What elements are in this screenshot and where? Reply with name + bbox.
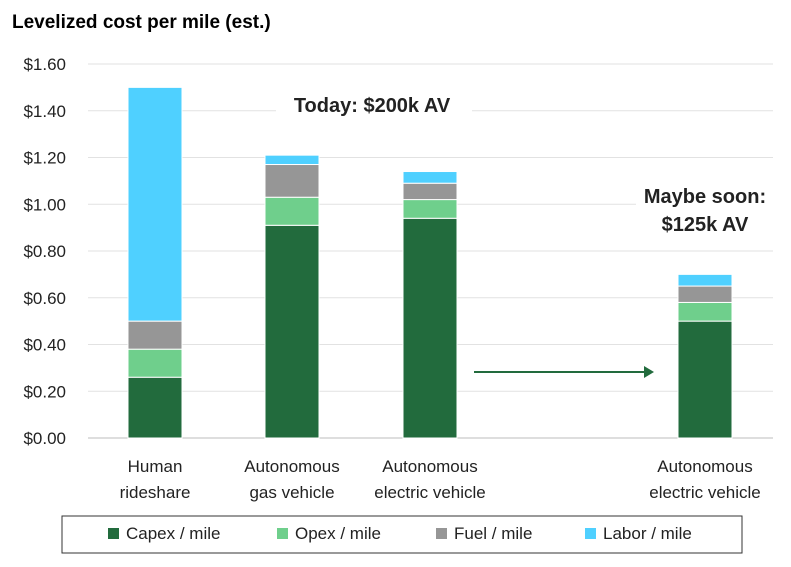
legend-label: Opex / mile [295, 524, 381, 543]
soon-annotation-line2: $125k AV [662, 214, 749, 236]
bar-segment [127, 320, 183, 350]
y-tick-label: $0.80 [23, 242, 66, 261]
y-tick-label: $0.20 [23, 382, 66, 401]
soon-annotation-line1: Maybe soon: [644, 186, 766, 208]
y-tick-label: $1.00 [23, 195, 66, 214]
category-labels: Human rideshare Autonomous gas vehicle Auton… [120, 457, 761, 502]
chart-title: Levelized cost per mile (est.) [12, 12, 271, 33]
bar-segment [127, 86, 183, 322]
today-annotation: Today: $200k AV [294, 95, 451, 117]
bar-segment [677, 285, 733, 303]
legend-swatch [436, 528, 447, 539]
legend-swatch [585, 528, 596, 539]
category-label: Human [128, 457, 183, 476]
legend-label: Labor / mile [603, 524, 692, 543]
category-label: Autonomous [657, 457, 752, 476]
bar-segment [127, 348, 183, 378]
bar-segment [402, 217, 458, 439]
y-tick-label: $1.20 [23, 149, 66, 168]
y-axis-ticks: $0.00 $0.20 $0.40 $0.60 $0.80 $1.00 $1.20 $1.40… [23, 55, 66, 448]
bar-segment [402, 199, 458, 219]
soon-annotation-bg [636, 182, 774, 240]
bar-segment [264, 164, 320, 198]
bar-segment [127, 376, 183, 439]
bar-segment [402, 171, 458, 184]
bars [127, 86, 733, 439]
legend-box [61, 515, 743, 554]
legend-label: Fuel / mile [454, 524, 532, 543]
y-tick-label: $0.40 [23, 336, 66, 355]
category-label: Autonomous [382, 457, 477, 476]
category-label: rideshare [120, 483, 191, 502]
category-label: Autonomous [244, 457, 339, 476]
bar-segment [264, 196, 320, 226]
category-label: electric vehicle [374, 483, 486, 502]
bar-segment [402, 182, 458, 201]
category-label: gas vehicle [249, 483, 334, 502]
bar-segment [264, 224, 320, 439]
y-tick-label: $1.60 [23, 55, 66, 74]
bar-segment [677, 301, 733, 322]
arrow-head-icon [644, 366, 654, 378]
bar-segment [264, 154, 320, 166]
y-tick-label: $1.40 [23, 102, 66, 121]
legend: Capex / mile Opex / mile Fuel / mile Labor … [108, 524, 692, 543]
bar-segment [677, 273, 733, 287]
legend-label: Capex / mile [126, 524, 220, 543]
today-annotation-bg [276, 88, 472, 122]
legend-swatch [108, 528, 119, 539]
category-label: electric vehicle [649, 483, 761, 502]
y-tick-label: $0.60 [23, 289, 66, 308]
y-tick-label: $0.00 [23, 429, 66, 448]
legend-swatch [277, 528, 288, 539]
bar-segment [677, 320, 733, 439]
